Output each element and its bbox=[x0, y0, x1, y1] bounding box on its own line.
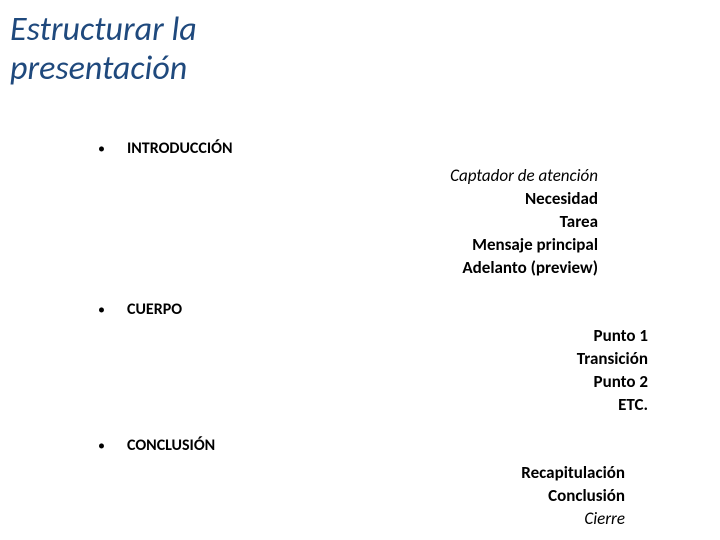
detail-line: Necesidad bbox=[450, 188, 598, 211]
detail-line: Conclusión bbox=[521, 485, 625, 508]
details-cuerpo: Punto 1 Transición Punto 2 ETC. bbox=[577, 325, 648, 417]
slide-title: Estructurar la presentación bbox=[10, 10, 197, 88]
bullet-icon: • bbox=[98, 300, 105, 320]
detail-line: Transición bbox=[577, 348, 648, 371]
detail-line: Recapitulación bbox=[521, 462, 625, 485]
details-conclusion: Recapitulación Conclusión Cierre bbox=[521, 462, 625, 531]
section-introduccion: • INTRODUCCIÓN bbox=[98, 139, 232, 159]
bullet-icon: • bbox=[98, 139, 105, 159]
detail-line: Cierre bbox=[521, 508, 625, 531]
title-line1: Estructurar la bbox=[10, 9, 197, 50]
section-conclusion: • CONCLUSIÓN bbox=[98, 436, 215, 456]
detail-line: Adelanto (preview) bbox=[450, 257, 598, 280]
section-cuerpo: • CUERPO bbox=[98, 300, 182, 320]
detail-line: Captador de atención bbox=[450, 165, 598, 188]
detail-line: Punto 2 bbox=[577, 371, 648, 394]
bullet-icon: • bbox=[98, 436, 105, 456]
section-label: INTRODUCCIÓN bbox=[127, 139, 233, 158]
detail-line: Mensaje principal bbox=[450, 234, 598, 257]
section-label: CUERPO bbox=[127, 300, 182, 319]
details-introduccion: Captador de atención Necesidad Tarea Men… bbox=[450, 165, 598, 280]
detail-line: Punto 1 bbox=[577, 325, 648, 348]
detail-line: Tarea bbox=[450, 211, 598, 234]
detail-line: ETC. bbox=[577, 394, 648, 417]
section-label: CONCLUSIÓN bbox=[127, 436, 215, 455]
title-line2: presentación bbox=[10, 48, 187, 89]
